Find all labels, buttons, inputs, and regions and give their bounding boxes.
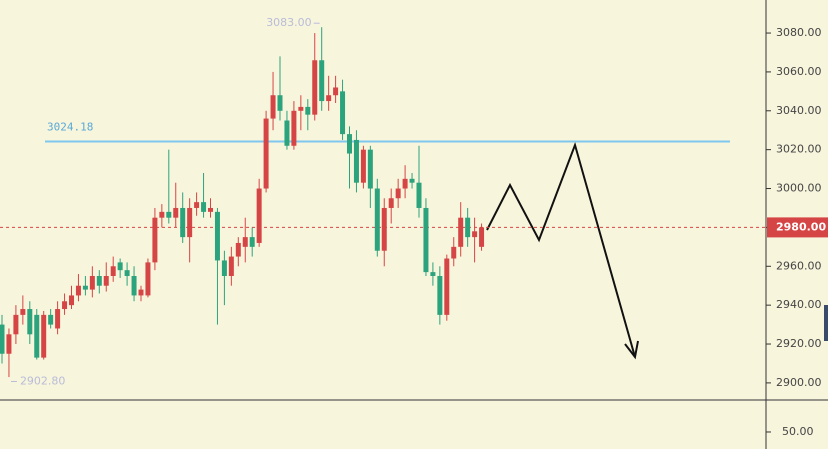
candle-body	[437, 275, 443, 315]
candle-body	[110, 266, 116, 276]
candle-body	[34, 314, 40, 358]
candle-body	[166, 211, 172, 218]
candle-body	[138, 289, 144, 296]
candle-body	[270, 95, 276, 119]
candle-body	[284, 120, 290, 146]
side-tab	[824, 305, 828, 341]
candle-body	[214, 211, 220, 261]
candle-body	[458, 217, 464, 247]
candle-body	[312, 60, 318, 115]
candle-body	[20, 309, 26, 315]
candle-body	[152, 217, 158, 263]
candle-body	[416, 182, 422, 208]
current-price-badge	[767, 217, 828, 238]
candle-body	[242, 237, 248, 247]
candle-body	[388, 198, 394, 208]
candle-body	[381, 207, 387, 251]
candle-body	[451, 246, 457, 259]
candle-body	[41, 314, 47, 358]
candle-body	[353, 139, 359, 183]
candle-body	[319, 60, 325, 102]
candle-body	[221, 260, 227, 276]
candle-body	[124, 270, 130, 276]
candle-body	[180, 207, 186, 238]
lower-y-tick-label: 50.00	[782, 425, 814, 438]
y-tick-label: 3060.00	[776, 65, 822, 78]
candle-body	[256, 188, 262, 243]
candle-body	[263, 118, 269, 189]
y-tick-label: 3020.00	[776, 143, 822, 156]
candle-body	[89, 275, 95, 290]
current-price-label: 2980.00	[776, 220, 826, 233]
candle-body	[479, 227, 485, 247]
candle-body	[472, 231, 478, 238]
candle-body	[402, 178, 408, 189]
candle-body	[0, 324, 5, 354]
candle-body	[333, 87, 339, 96]
candle-body	[48, 314, 54, 325]
candle-body	[409, 178, 415, 183]
y-tick-label: 2940.00	[776, 298, 822, 311]
candle-body	[249, 237, 255, 247]
candle-body	[277, 95, 283, 111]
candle-body	[117, 262, 123, 271]
projection	[486, 141, 639, 360]
candle-body	[62, 301, 68, 310]
candle-body	[395, 188, 401, 199]
y-tick-label: 3040.00	[776, 104, 822, 117]
candle-body	[360, 149, 366, 183]
y-tick-label: 2960.00	[776, 259, 822, 272]
candle-body	[367, 149, 373, 189]
candle-body	[187, 207, 193, 238]
candle-body	[347, 134, 352, 154]
projection-arrowhead	[624, 340, 639, 360]
high-marker-label: 3083.00	[266, 16, 312, 29]
level-label: 3024.18	[47, 121, 93, 134]
candle-body	[465, 217, 471, 238]
candle-body	[82, 285, 88, 290]
candle-body	[131, 275, 137, 296]
y-tick-label: 3080.00	[776, 26, 822, 39]
candle-body	[430, 272, 436, 276]
y-tick-label: 3000.00	[776, 182, 822, 195]
candle-body	[13, 314, 19, 335]
candle-body	[6, 334, 12, 354]
candle-body	[69, 295, 74, 306]
candle-body	[298, 106, 304, 111]
candle-body	[444, 258, 450, 315]
projection-path	[486, 141, 636, 358]
y-tick-label: 2920.00	[776, 337, 822, 350]
candle-body	[423, 207, 429, 273]
candle-body	[291, 110, 297, 146]
candle-body	[305, 106, 311, 115]
candle-body	[173, 207, 179, 218]
candle-body	[159, 211, 165, 218]
candle-body	[326, 95, 332, 102]
candle-body	[145, 262, 151, 296]
candle-body	[340, 91, 346, 135]
candle-body	[75, 285, 81, 296]
candle-body	[27, 309, 33, 335]
candle-body	[235, 242, 241, 257]
candle-body	[374, 188, 380, 251]
candle-body	[194, 202, 200, 208]
low-marker-label: 2902.80	[20, 374, 65, 387]
candle-body	[208, 207, 213, 212]
candle-body	[96, 275, 102, 286]
candle-body	[55, 309, 61, 329]
candle-body	[228, 256, 234, 276]
candle-body	[103, 275, 109, 286]
y-tick-label: 2900.00	[776, 376, 822, 389]
candle-body	[201, 202, 207, 212]
